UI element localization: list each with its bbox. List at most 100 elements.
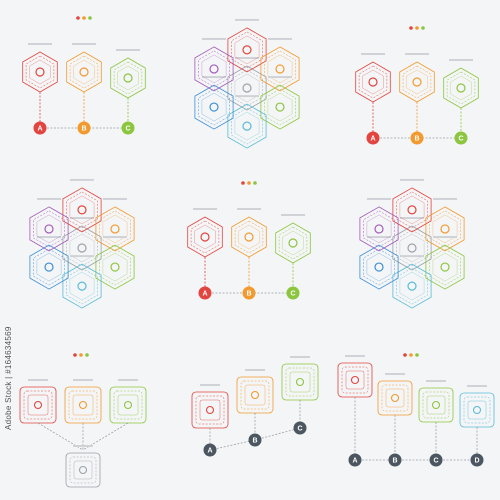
hexagon <box>227 65 267 111</box>
hexagon-inner <box>267 92 293 122</box>
icon <box>77 205 87 215</box>
icon <box>407 205 417 215</box>
node-circle <box>203 443 217 457</box>
hexagon-inner <box>429 248 461 286</box>
icon <box>110 262 120 272</box>
caption <box>268 76 292 79</box>
caption <box>235 95 259 98</box>
square-inner <box>244 384 266 406</box>
icon <box>440 262 450 272</box>
hexagon-inner <box>362 69 384 95</box>
icon <box>209 102 219 112</box>
hexagon-inner <box>399 233 425 263</box>
hexagon <box>392 187 432 233</box>
square-inner <box>467 400 487 420</box>
hexagon-inner <box>264 50 296 88</box>
caption <box>433 197 457 200</box>
hexagon-inner <box>406 69 428 95</box>
hexagon <box>62 263 102 309</box>
icon <box>205 405 215 415</box>
color-dot <box>85 353 89 357</box>
hexagon-inner <box>33 210 65 248</box>
icon <box>33 400 43 410</box>
color-dot <box>403 353 407 357</box>
hexagon <box>29 206 69 252</box>
color-dot <box>76 16 80 20</box>
icon <box>123 400 133 410</box>
hexagon-inner <box>231 69 263 107</box>
connector <box>254 427 301 441</box>
square-inner <box>195 395 225 425</box>
caption <box>37 236 61 239</box>
node-label: B <box>81 125 86 132</box>
square-inner <box>426 395 446 415</box>
square-inner <box>72 394 94 416</box>
caption <box>245 369 265 371</box>
icon <box>412 77 422 87</box>
hexagon <box>62 187 102 233</box>
caption <box>433 236 457 239</box>
hexagon <box>359 206 399 252</box>
hexagon <box>392 225 432 271</box>
caption <box>72 43 96 45</box>
caption <box>367 197 391 200</box>
icon <box>77 281 87 291</box>
hexagon-inner <box>399 195 425 225</box>
caption <box>281 214 305 216</box>
color-dot <box>79 353 83 357</box>
node-label: C <box>458 135 463 142</box>
node-label: B <box>252 437 257 444</box>
hexagon <box>62 225 102 271</box>
hexagon-inner <box>432 214 458 244</box>
caption <box>37 197 61 200</box>
square-inner <box>199 399 221 421</box>
icon <box>456 83 466 93</box>
caption <box>28 379 48 381</box>
caption <box>202 76 226 79</box>
caption <box>268 37 292 40</box>
icon <box>407 281 417 291</box>
caption <box>235 57 259 59</box>
caption <box>367 236 391 239</box>
hexagon-inner <box>69 233 95 263</box>
color-dot <box>82 16 86 20</box>
icon <box>44 224 54 234</box>
hexagon-inner <box>234 111 260 141</box>
hexagon <box>425 206 465 252</box>
color-dot <box>73 353 77 357</box>
node-label: A <box>202 290 207 297</box>
hexagon-inner <box>264 88 296 126</box>
hexagon <box>194 84 234 130</box>
icon <box>350 375 360 385</box>
square-inner <box>23 390 53 420</box>
icon <box>250 390 260 400</box>
hexagon <box>425 244 465 290</box>
node-circle <box>293 421 307 435</box>
node-circle <box>77 121 91 135</box>
node-circle <box>286 286 300 300</box>
hexagon-inner <box>201 92 227 122</box>
node-circle <box>198 286 212 300</box>
color-dot <box>409 353 413 357</box>
color-dot <box>247 181 251 185</box>
node-label: A <box>37 125 42 132</box>
hexagon <box>29 244 69 290</box>
caption <box>103 236 127 239</box>
caption <box>202 37 226 40</box>
hexagon-inner <box>363 210 395 248</box>
hexagon-inner <box>201 54 227 84</box>
hexagon-inner <box>238 224 260 250</box>
hexagon-inner <box>396 229 428 267</box>
hexagon <box>260 84 300 130</box>
hexagon-inner <box>396 191 428 229</box>
caption <box>70 217 94 219</box>
icon <box>78 400 88 410</box>
color-dot <box>415 353 419 357</box>
node-circle <box>33 121 47 135</box>
icon <box>374 224 384 234</box>
node-label: A <box>370 135 375 142</box>
hexagon-inner <box>36 214 62 244</box>
node-label: D <box>474 457 479 464</box>
square-inner <box>285 367 315 397</box>
hexagon-inner <box>66 267 98 305</box>
